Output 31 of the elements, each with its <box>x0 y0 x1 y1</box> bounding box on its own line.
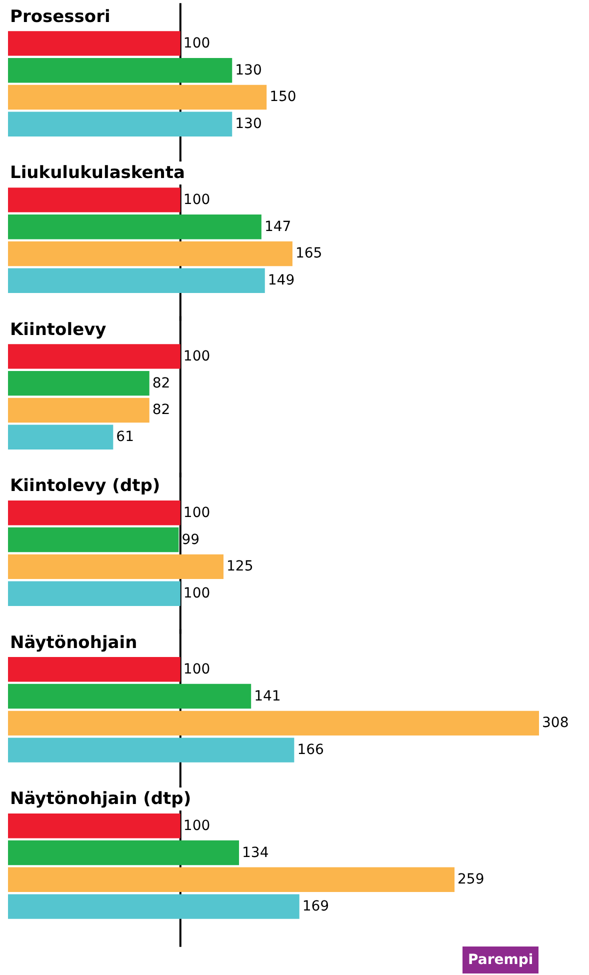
data-label: 134 <box>242 844 269 861</box>
data-label: 308 <box>542 715 569 732</box>
data-label: 82 <box>152 402 170 418</box>
data-label: 100 <box>183 348 210 364</box>
data-label: 259 <box>458 872 484 888</box>
data-label: 130 <box>235 116 262 132</box>
data-label: 165 <box>295 246 322 262</box>
data-label: 100 <box>183 586 210 602</box>
chart-title: Näytönohjain (dtp) <box>10 789 192 809</box>
data-label: 100 <box>183 661 210 678</box>
data-label: 61 <box>116 429 134 446</box>
data-label: 141 <box>254 688 281 704</box>
data-label: 169 <box>302 898 330 915</box>
data-label: 100 <box>183 35 210 52</box>
data-label: 150 <box>270 89 296 106</box>
chart-title: Prosessori <box>10 7 110 27</box>
data-label: 166 <box>297 742 324 758</box>
data-label: 82 <box>152 375 170 392</box>
data-label: 100 <box>183 818 210 834</box>
chart-title: Kiintolevy <box>10 320 106 340</box>
data-label: 125 <box>226 558 254 575</box>
data-label: 149 <box>268 272 295 289</box>
data-label: 147 <box>264 218 292 235</box>
chart-title: Kiintolevy (dtp) <box>10 476 160 496</box>
data-label: 100 <box>183 504 210 521</box>
data-label: 100 <box>183 192 210 208</box>
chart-title: Liukulukulaskenta <box>10 163 186 183</box>
data-label: 130 <box>235 62 262 78</box>
chart-title: Näytönohjain <box>10 633 138 653</box>
text: Parempi <box>468 952 534 968</box>
data-label: 99 <box>182 532 200 548</box>
